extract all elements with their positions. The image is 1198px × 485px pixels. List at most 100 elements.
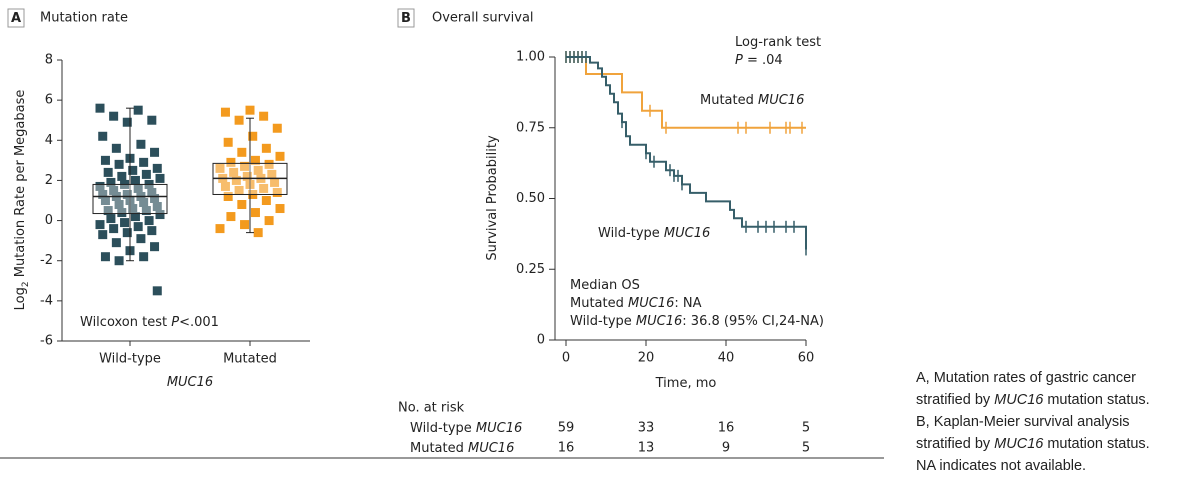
text-run: Mutated bbox=[700, 93, 758, 108]
y-tick-label: 0.75 bbox=[516, 120, 545, 135]
y-tick-label: -6 bbox=[40, 334, 53, 349]
point bbox=[237, 147, 247, 157]
point bbox=[106, 177, 116, 187]
point bbox=[264, 216, 274, 226]
point bbox=[223, 191, 233, 201]
text-run: : NA bbox=[674, 296, 701, 311]
risk-count: 16 bbox=[718, 421, 735, 436]
text-run: A, Mutation rates of gastric cancer bbox=[916, 370, 1136, 386]
text-run: 2 bbox=[21, 281, 31, 287]
point bbox=[111, 143, 121, 153]
point bbox=[130, 212, 140, 222]
text-run: stratified by bbox=[916, 392, 994, 408]
point bbox=[150, 147, 160, 157]
point bbox=[272, 187, 282, 197]
point bbox=[261, 196, 271, 205]
y-tick-label: 0 bbox=[45, 213, 53, 228]
text-run: : 36.8 (95% CI,24-NA) bbox=[682, 314, 824, 329]
annotation: P = .04 bbox=[735, 53, 783, 68]
text-run: P bbox=[171, 315, 179, 330]
risk-count: 33 bbox=[638, 421, 655, 436]
y-axis-label: Log2 Mutation Rate per Megabase bbox=[13, 90, 31, 311]
annotation: Wild-type MUC16: 36.8 (95% CI,24-NA) bbox=[570, 314, 824, 329]
point bbox=[133, 105, 143, 115]
text-run: MUC16 bbox=[994, 392, 1044, 408]
point bbox=[133, 183, 143, 193]
point bbox=[111, 238, 121, 248]
x-axis-label: Time, mo bbox=[655, 376, 717, 391]
text-run: Time, mo bbox=[655, 376, 717, 391]
text-run: Log-rank test bbox=[735, 35, 821, 50]
text-run: NA indicates not available. bbox=[916, 458, 1086, 474]
point bbox=[248, 131, 258, 141]
point bbox=[139, 157, 149, 167]
point bbox=[152, 286, 162, 296]
point bbox=[240, 220, 250, 230]
point bbox=[122, 189, 132, 199]
point bbox=[264, 159, 274, 169]
point bbox=[114, 159, 124, 169]
survival-curve bbox=[566, 56, 806, 129]
caption-line: NA indicates not available. bbox=[916, 458, 1086, 474]
point bbox=[220, 107, 230, 117]
point bbox=[95, 181, 105, 191]
risk-count: 59 bbox=[558, 421, 575, 436]
point bbox=[242, 171, 252, 181]
text-run: Survival Probability bbox=[485, 135, 500, 261]
point bbox=[150, 242, 160, 252]
risk-count: 9 bbox=[722, 441, 730, 456]
point bbox=[139, 252, 149, 262]
x-axis-label: MUC16 bbox=[167, 375, 213, 390]
point bbox=[223, 137, 233, 147]
text-run: Wilcoxon test bbox=[80, 315, 171, 330]
text-run: Mutation Rate per Megabase bbox=[13, 90, 28, 282]
point bbox=[215, 163, 225, 173]
text-run: MUC16 bbox=[167, 375, 213, 390]
point bbox=[117, 208, 127, 218]
text-run: = .04 bbox=[743, 53, 783, 68]
caption-line: stratified by MUC16 mutation status. bbox=[916, 436, 1150, 452]
point bbox=[237, 200, 247, 210]
point bbox=[103, 206, 113, 216]
x-tick-label: Wild-type bbox=[99, 352, 161, 367]
point bbox=[226, 157, 236, 167]
x-tick-label: Mutated bbox=[223, 352, 277, 367]
point bbox=[150, 193, 160, 203]
point bbox=[147, 187, 157, 197]
survival-curve bbox=[566, 56, 807, 250]
point bbox=[144, 216, 154, 226]
point bbox=[155, 210, 165, 220]
y-tick-label: -2 bbox=[40, 253, 53, 268]
point bbox=[253, 165, 263, 175]
y-tick-label: 0.25 bbox=[516, 262, 545, 277]
text-run: MUC16 bbox=[664, 226, 710, 241]
text-run: MUC16 bbox=[758, 93, 804, 108]
point bbox=[272, 123, 282, 133]
text-run: MUC16 bbox=[476, 421, 522, 436]
point bbox=[128, 204, 138, 214]
point bbox=[259, 183, 269, 193]
series-label: Wild-type MUC16 bbox=[598, 226, 710, 241]
y-tick-label: 8 bbox=[45, 53, 53, 68]
y-tick-label: -4 bbox=[40, 293, 53, 308]
point bbox=[259, 111, 269, 121]
text-run: MUC16 bbox=[628, 296, 674, 311]
point bbox=[141, 206, 151, 216]
caption-line: B, Kaplan-Meier survival analysis bbox=[916, 414, 1130, 430]
point bbox=[114, 256, 124, 266]
point bbox=[100, 155, 110, 165]
point bbox=[141, 169, 151, 179]
y-tick-label: 1.00 bbox=[516, 50, 545, 65]
panel-label: A bbox=[11, 11, 21, 26]
risk-count: 16 bbox=[558, 441, 575, 456]
annotation: Wilcoxon test P<.001 bbox=[80, 315, 219, 330]
point bbox=[128, 165, 138, 175]
caption-line: stratified by MUC16 mutation status. bbox=[916, 392, 1150, 408]
text-run: Mutated bbox=[570, 296, 628, 311]
point bbox=[120, 218, 130, 228]
x-tick-label: 60 bbox=[798, 351, 815, 366]
point bbox=[250, 208, 260, 218]
text-run: <.001 bbox=[179, 315, 219, 330]
